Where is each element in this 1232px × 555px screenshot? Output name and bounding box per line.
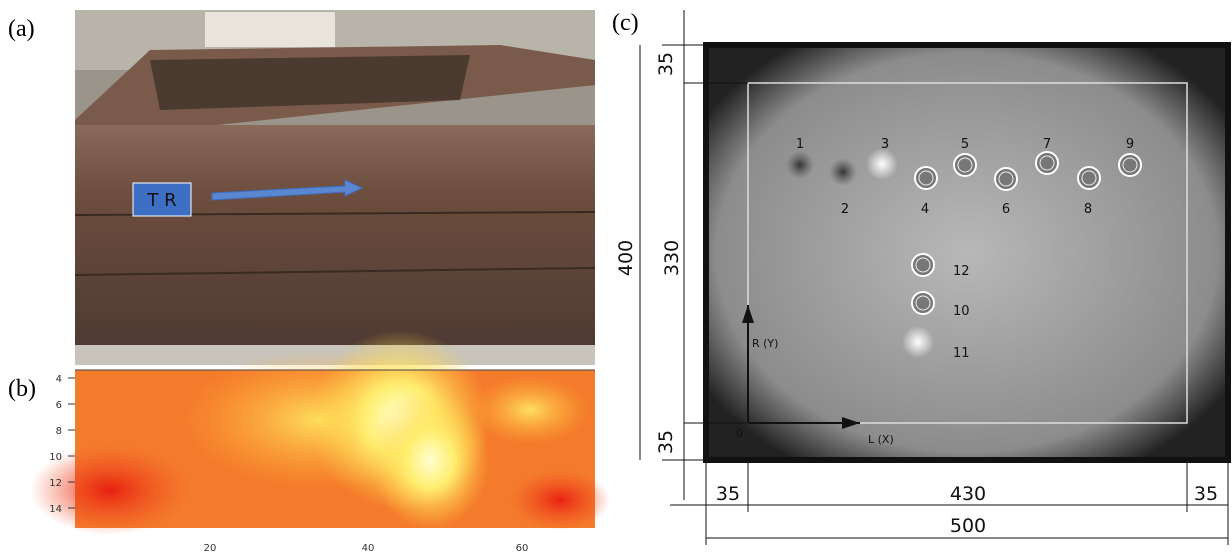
- dimension-label: 500: [950, 515, 986, 537]
- target-ring: [1036, 152, 1058, 174]
- target-label: 4: [921, 202, 929, 217]
- target-label: 11: [953, 346, 970, 361]
- target-ring: [1119, 154, 1141, 176]
- dimension-label: 430: [950, 483, 986, 505]
- target-ring: [915, 167, 937, 189]
- y-tick-label: 6: [56, 400, 62, 411]
- target-label: 3: [881, 137, 889, 152]
- y-tick-label: 12: [49, 478, 62, 489]
- y-tick-label: 4: [56, 374, 62, 385]
- photo: T R: [75, 10, 595, 365]
- dimension-label: 35: [716, 483, 740, 505]
- target-ring: [954, 154, 976, 176]
- x-tick-label: 40: [362, 543, 375, 554]
- panel-label: (a): [8, 16, 35, 42]
- target-ring: [1078, 167, 1100, 189]
- axis-label: L (X): [868, 433, 894, 446]
- y-tick-label: 8: [56, 426, 62, 437]
- panel-label: (b): [8, 376, 36, 402]
- target-label: 10: [953, 304, 970, 319]
- target-spot: [829, 158, 857, 186]
- target-spot: [902, 326, 934, 358]
- origin-label: 0: [736, 427, 743, 440]
- target-label: 8: [1084, 202, 1092, 217]
- target-ring: [912, 292, 934, 314]
- dimension-label: 35: [655, 52, 677, 76]
- x-tick-label: 60: [516, 543, 529, 554]
- axis-label: R (Y): [752, 337, 778, 350]
- dimension-label: 35: [655, 430, 677, 454]
- target-label: 12: [953, 264, 970, 279]
- figure: (a) T R (b) 468101214204060 (c) R (Y) L: [0, 0, 1232, 555]
- tr-marker: T R: [146, 190, 176, 211]
- target-label: 7: [1043, 137, 1051, 152]
- target-label: 2: [841, 202, 849, 217]
- target-ring: [995, 168, 1017, 190]
- dimension-label: 330: [661, 240, 683, 276]
- y-tick-label: 10: [49, 452, 62, 463]
- target-label: 5: [961, 137, 969, 152]
- target-label: 9: [1126, 137, 1134, 152]
- dimension-label: 400: [615, 240, 637, 276]
- page: {"panels": { "a": {"label": "(a)", "mark…: [0, 0, 1232, 555]
- target-label: 6: [1002, 202, 1010, 217]
- target-label: 1: [796, 137, 804, 152]
- dimension-label: 35: [1194, 483, 1218, 505]
- target-ring: [912, 254, 934, 276]
- y-tick-label: 14: [49, 504, 62, 515]
- target-spot: [786, 151, 814, 179]
- x-tick-label: 20: [204, 543, 217, 554]
- ultrasound-image: R (Y) L (X) 0: [706, 45, 1228, 460]
- target-spot: [866, 148, 898, 180]
- panel-label: (c): [612, 10, 639, 36]
